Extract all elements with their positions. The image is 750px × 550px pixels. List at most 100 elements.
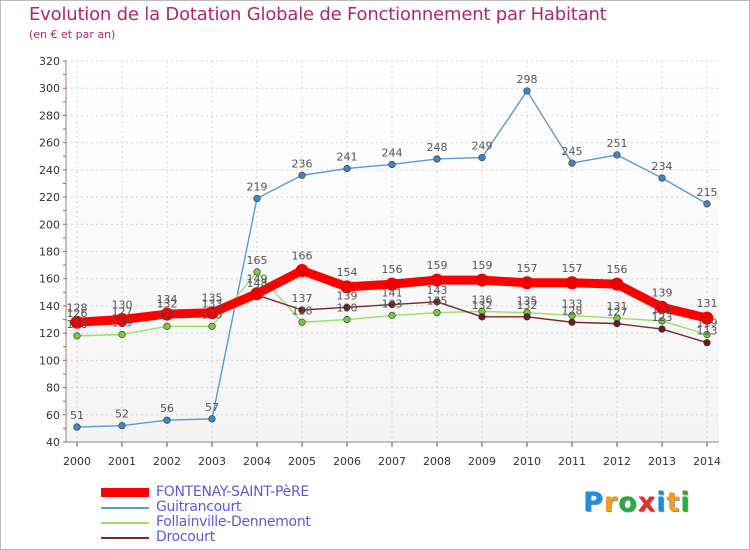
legend-swatch-drocourt xyxy=(101,537,149,539)
data-label: 244 xyxy=(382,146,403,159)
chart-title: Evolution de la Dotation Globale de Fonc… xyxy=(29,4,607,25)
y-tick-label: 160 xyxy=(39,273,60,286)
data-point xyxy=(298,171,306,179)
data-label: 156 xyxy=(607,263,628,276)
data-label: 123 xyxy=(652,303,673,316)
data-label: 249 xyxy=(472,140,493,153)
data-label: 165 xyxy=(247,254,268,267)
data-label: 251 xyxy=(607,137,628,150)
data-point xyxy=(613,151,621,159)
data-label: 128 xyxy=(292,304,313,317)
data-point xyxy=(388,300,396,309)
data-point xyxy=(700,311,714,325)
data-point xyxy=(340,280,354,294)
y-tick-label: 80 xyxy=(46,382,60,395)
logo-letter: i xyxy=(680,487,691,518)
data-point xyxy=(430,273,444,287)
logo-letter: i xyxy=(656,487,667,518)
legend-label-follainville: Follainville-Dennemont xyxy=(156,514,311,530)
data-label: 56 xyxy=(160,402,174,415)
data-point xyxy=(208,322,216,330)
data-label: 135 xyxy=(517,295,538,308)
data-point xyxy=(163,322,171,330)
data-label: 154 xyxy=(337,266,358,279)
data-point xyxy=(295,264,309,278)
x-tick-label: 2002 xyxy=(153,455,181,468)
data-point xyxy=(163,416,171,424)
data-label: 118 xyxy=(67,318,88,331)
data-label: 51 xyxy=(70,409,84,422)
data-label: 133 xyxy=(202,297,223,310)
data-point xyxy=(433,298,441,306)
data-label: 234 xyxy=(652,160,673,173)
data-label: 127 xyxy=(112,306,133,319)
series xyxy=(70,87,714,431)
data-point xyxy=(523,87,531,95)
data-label: 126 xyxy=(67,307,88,320)
series-guitrancourt xyxy=(73,87,711,431)
data-label: 143 xyxy=(427,284,448,297)
data-point xyxy=(658,174,666,182)
data-label: 130 xyxy=(337,302,358,315)
data-point xyxy=(70,315,84,329)
data-point xyxy=(658,317,666,325)
data-point xyxy=(115,313,129,327)
x-tick-label: 2013 xyxy=(648,455,676,468)
y-tick-label: 240 xyxy=(39,164,60,177)
data-point xyxy=(385,277,399,291)
data-label: 128 xyxy=(562,304,583,317)
x-tick-label: 2001 xyxy=(108,455,136,468)
x-tick-label: 2006 xyxy=(333,455,361,468)
y-tick-label: 40 xyxy=(46,436,60,449)
data-point xyxy=(658,325,666,333)
legend-label-drocourt: Drocourt xyxy=(156,529,215,545)
x-tick-label: 2005 xyxy=(288,455,316,468)
data-point xyxy=(388,311,396,320)
logo-letter: t xyxy=(666,487,681,518)
y-tick-label: 140 xyxy=(39,300,60,313)
data-label: 298 xyxy=(517,73,538,86)
data-label: 133 xyxy=(382,297,403,310)
data-label: 157 xyxy=(517,262,538,275)
data-label: 128 xyxy=(67,301,88,314)
data-point xyxy=(253,194,261,203)
data-label: 137 xyxy=(292,292,313,305)
data-point xyxy=(703,330,711,339)
data-point xyxy=(703,200,711,208)
data-point xyxy=(343,303,351,311)
legend-swatch-guitrancourt xyxy=(101,507,149,509)
proxiti-logo: Proxiti xyxy=(583,487,691,518)
data-label: 141 xyxy=(382,287,403,300)
data-label: 132 xyxy=(517,299,538,312)
data-label: 241 xyxy=(337,150,358,163)
data-label: 149 xyxy=(247,273,268,286)
data-label: 139 xyxy=(652,286,673,299)
x-tick-label: 2007 xyxy=(378,455,406,468)
data-point xyxy=(160,307,174,321)
y-tick-label: 60 xyxy=(46,409,60,422)
data-label: 132 xyxy=(157,297,178,310)
x-tick-label: 2003 xyxy=(198,455,226,468)
series-follainville-dennemont xyxy=(73,268,711,340)
data-point xyxy=(208,415,216,423)
legend-swatch-follainville xyxy=(101,522,149,524)
logo-letter: x xyxy=(637,487,657,518)
data-point xyxy=(703,339,711,347)
logo-letter: r xyxy=(603,487,619,518)
data-label: 123 xyxy=(652,311,673,324)
data-label: 148 xyxy=(247,277,268,290)
data-label: 219 xyxy=(247,180,268,193)
x-tick-label: 2011 xyxy=(558,455,586,468)
data-point xyxy=(73,423,81,431)
data-point xyxy=(250,287,264,301)
y-tick-label: 120 xyxy=(39,327,60,340)
data-point xyxy=(478,154,486,162)
data-point xyxy=(73,332,81,340)
data-point xyxy=(118,330,126,339)
data-label: 125 xyxy=(157,308,178,321)
data-label: 52 xyxy=(115,408,129,421)
data-point xyxy=(205,306,219,320)
data-label: 159 xyxy=(427,259,448,272)
